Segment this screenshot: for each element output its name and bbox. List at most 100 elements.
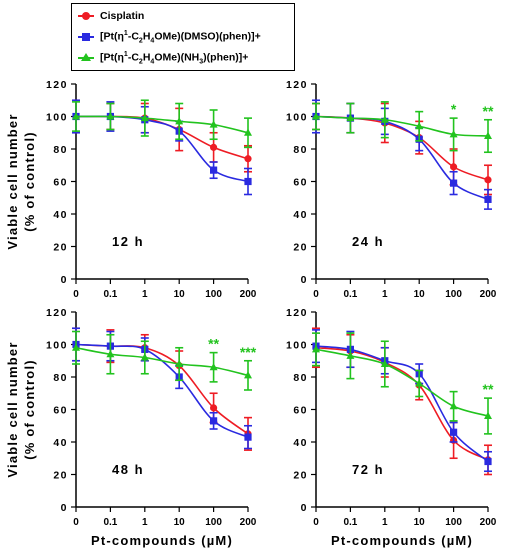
panel-4-y-tick-label: 60 [293, 405, 308, 417]
panel-3-x-tick-label: 1 [142, 517, 148, 528]
panel-2-cisplatin-point [484, 176, 492, 184]
panel-2-nh3-curve [315, 115, 489, 137]
panel-4-x-tick-label: 0 [313, 517, 319, 528]
panel-1-nh3-point [140, 113, 149, 122]
panel-3-y-tick-label: 80 [53, 372, 68, 384]
panel-3-x-axis-title: Pt-compounds (µM) [91, 533, 233, 548]
panel-3-nh3-significance: *** [240, 344, 257, 360]
panel-2-x-tick-label: 100 [445, 289, 462, 300]
panel-3-x-tick-label: 10 [174, 517, 186, 528]
panel-2-nh3-point [312, 112, 320, 120]
panel-3-nh3-point [140, 353, 149, 361]
panel-4-y-tick-label: 80 [293, 372, 308, 384]
panel-3-x-tick-label: 100 [205, 517, 222, 528]
panel-2-y-tick-label: 0 [301, 274, 308, 286]
panel-2-dmso-point [450, 179, 458, 187]
panel-1-y-axis-title-unit: (% of control) [22, 131, 37, 232]
panel-2-x-tick-label: 10 [414, 289, 426, 300]
panel-1-cisplatin-point [244, 155, 252, 163]
panel-3-y-tick-label: 0 [61, 502, 68, 514]
panel-3-y-axis-title: Viable cell number [5, 341, 20, 477]
panel-1-nh3-curve [75, 115, 249, 134]
panel-2-x-tick-label: 0.1 [343, 289, 357, 300]
legend-marker-square [82, 33, 90, 41]
panel-1-x-tick-label: 10 [174, 289, 186, 300]
panel-2-cisplatin-curve [315, 115, 489, 181]
panel-2-nh3-significance: * [451, 101, 457, 117]
panel-2-nh3-point [346, 113, 355, 122]
panel-4-nh3-point [346, 351, 355, 359]
panel-4-x-tick-label: 10 [414, 517, 426, 528]
legend-marker-circle [82, 12, 90, 20]
panel-1-x-tick-label: 200 [240, 289, 257, 300]
panel-4-nh3-curve [315, 348, 489, 417]
panel-4-y-tick-label: 20 [293, 470, 308, 482]
panel-1-y-axis-title: Viable cell number [5, 113, 20, 249]
panel-1-nh3-point [244, 128, 252, 136]
panel-1-nh3-point [209, 120, 218, 128]
panel-3-dmso-curve [75, 343, 249, 438]
panel-4-dmso-point [484, 457, 492, 466]
panel-4-nh3-point [449, 402, 458, 410]
legend-line-nh3 [78, 53, 94, 61]
panel-1-y-tick-label: 20 [53, 242, 68, 254]
panel-3-nh3-significance: ** [208, 336, 219, 352]
panel-4-dmso-point [450, 428, 458, 436]
panel-3-cisplatin-curve [75, 343, 249, 435]
panel-2-y-tick-label: 40 [293, 209, 308, 221]
panel-3-dmso-point [244, 433, 252, 441]
panel-1-y-tick-label: 100 [46, 112, 68, 124]
panel-4-x-tick-label: 100 [445, 517, 462, 528]
panel-2-y-tick-label: 60 [293, 177, 308, 189]
panel-4-y-tick-label: 0 [301, 502, 308, 514]
panel-1-y-tick-label: 120 [46, 79, 68, 91]
panel-1-x-tick-label: 0 [73, 289, 79, 300]
panel-2-nh3-significance: ** [483, 103, 494, 119]
legend-label-nh3: [Pt(η1-C2H4OMe)(NH3)(phen)]+ [100, 50, 249, 66]
panel-2-nh3-point [415, 122, 424, 130]
panel-3-nh3-point [209, 363, 218, 371]
panel-2-x-tick-label: 1 [382, 289, 388, 300]
legend: Cisplatin [Pt(η1-C2H4OMe)(DMSO)(phen)]+ … [71, 3, 295, 71]
panel-1-nh3-point [106, 112, 115, 120]
panel-4-nh3-point [484, 411, 492, 419]
panel-1-x-tick-label: 100 [205, 289, 222, 300]
panel-2-x-tick-label: 0 [313, 289, 319, 300]
panel-2-x-tick-label: 200 [480, 289, 497, 300]
panel-3-nh3-point [106, 350, 115, 358]
panel-3-nh3-point [244, 371, 252, 379]
panel-1-dmso-point [244, 177, 252, 186]
legend-item-nh3: [Pt(η1-C2H4OMe)(NH3)(phen)]+ [78, 49, 248, 67]
panel-4-nh3-point [312, 345, 320, 353]
panel-1-nh3-point [175, 117, 184, 125]
panel-4-x-axis-title: Pt-compounds (µM) [331, 533, 473, 548]
panel-1-y-tick-label: 0 [61, 274, 68, 286]
panel-4-nh3-point [380, 359, 389, 367]
panel-4-x-tick-label: 1 [382, 517, 388, 528]
panel-4-x-tick-label: 0.1 [343, 517, 357, 528]
panel-3-time-label: 48 h [112, 462, 144, 477]
panel-3-x-tick-label: 200 [240, 517, 257, 528]
panel-3-x-tick-label: 0 [73, 517, 79, 528]
panel-2-y-tick-label: 120 [286, 79, 308, 91]
panel-3-y-tick-label: 40 [53, 437, 68, 449]
panel-1-y-tick-label: 40 [53, 209, 68, 221]
panel-2-nh3-point [484, 131, 492, 139]
legend-marker-triangle [81, 53, 91, 61]
panel-2-y-tick-label: 100 [286, 112, 308, 124]
panel-1-cisplatin-point [210, 143, 218, 151]
panel-1-y-tick-label: 60 [53, 177, 68, 189]
panel-2-nh3-point [380, 115, 389, 123]
panel-4-y-tick-label: 100 [286, 340, 308, 352]
panel-4-y-tick-label: 40 [293, 437, 308, 449]
panel-1-y-tick-label: 80 [53, 144, 68, 156]
panel-1-time-label: 12 h [112, 234, 144, 249]
panel-4-time-label: 72 h [352, 462, 384, 477]
panel-3-nh3-point [72, 343, 80, 351]
panel-2-y-tick-label: 80 [293, 144, 308, 156]
panel-3-nh3-point [175, 359, 184, 367]
panel-4-nh3-point [415, 379, 424, 387]
panel-3-nh3-curve [75, 346, 249, 377]
panel-2-dmso-point [484, 195, 492, 203]
